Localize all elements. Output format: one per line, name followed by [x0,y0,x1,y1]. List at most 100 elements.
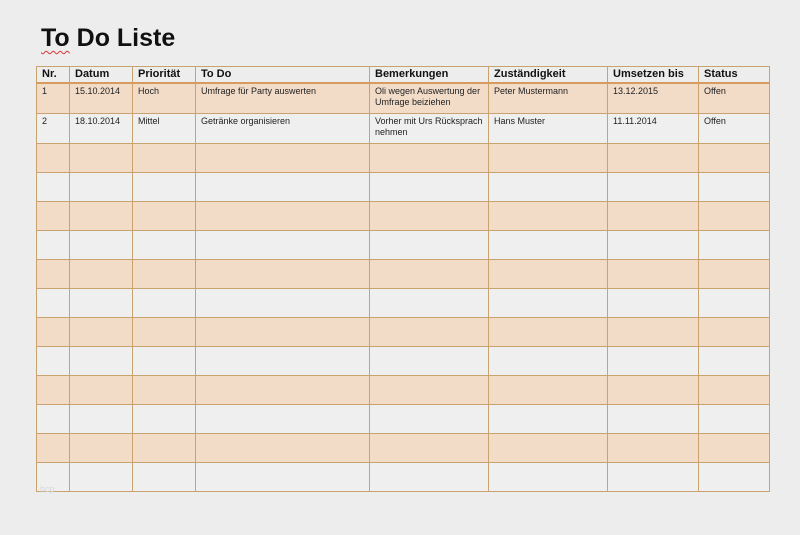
table-cell[interactable]: Vorher mit Urs Rücksprach nehmen [369,113,489,144]
empty-cell[interactable] [488,462,608,492]
empty-cell[interactable] [369,143,489,173]
empty-cell[interactable] [607,259,699,289]
empty-cell[interactable] [607,288,699,318]
empty-cell[interactable] [69,404,133,434]
table-cell[interactable]: 13.12.2015 [607,82,699,114]
empty-cell[interactable] [195,433,370,463]
table-cell[interactable]: Umfrage für Party auswerten [195,82,370,114]
empty-cell[interactable] [195,201,370,231]
table-cell[interactable]: Getränke organisieren [195,113,370,144]
table-cell[interactable]: Offen [698,82,770,114]
empty-cell[interactable] [195,172,370,202]
empty-cell[interactable] [698,230,770,260]
empty-cell[interactable] [698,172,770,202]
empty-cell[interactable] [132,317,196,347]
empty-cell[interactable] [607,433,699,463]
empty-cell[interactable] [488,143,608,173]
table-cell[interactable]: Peter Mustermann [488,82,608,114]
empty-cell[interactable] [36,375,70,405]
empty-cell[interactable] [36,201,70,231]
empty-cell[interactable] [69,143,133,173]
empty-cell[interactable] [36,404,70,434]
table-cell[interactable]: 15.10.2014 [69,82,133,114]
empty-cell[interactable] [488,375,608,405]
empty-cell[interactable] [607,143,699,173]
empty-cell[interactable] [36,172,70,202]
empty-cell[interactable] [69,230,133,260]
empty-cell[interactable] [195,288,370,318]
empty-cell[interactable] [698,317,770,347]
empty-cell[interactable] [195,404,370,434]
table-cell[interactable]: 11.11.2014 [607,113,699,144]
empty-cell[interactable] [195,375,370,405]
empty-cell[interactable] [69,375,133,405]
empty-cell[interactable] [488,201,608,231]
empty-cell[interactable] [698,143,770,173]
empty-cell[interactable] [607,375,699,405]
empty-cell[interactable] [132,230,196,260]
empty-cell[interactable] [69,433,133,463]
empty-cell[interactable] [132,259,196,289]
table-cell[interactable]: Hoch [132,82,196,114]
empty-cell[interactable] [698,375,770,405]
empty-cell[interactable] [369,317,489,347]
empty-cell[interactable] [132,288,196,318]
empty-cell[interactable] [369,201,489,231]
empty-cell[interactable] [132,375,196,405]
empty-cell[interactable] [36,462,70,492]
empty-cell[interactable] [36,143,70,173]
empty-cell[interactable] [132,143,196,173]
empty-cell[interactable] [369,433,489,463]
empty-cell[interactable] [607,230,699,260]
empty-cell[interactable] [369,230,489,260]
empty-cell[interactable] [69,288,133,318]
table-cell[interactable]: Oli wegen Auswertung der Umfrage beizieh… [369,82,489,114]
empty-cell[interactable] [69,346,133,376]
empty-cell[interactable] [69,317,133,347]
empty-cell[interactable] [698,433,770,463]
empty-cell[interactable] [369,375,489,405]
table-cell[interactable]: 1 [36,82,70,114]
empty-cell[interactable] [195,346,370,376]
empty-cell[interactable] [488,230,608,260]
empty-cell[interactable] [369,259,489,289]
empty-cell[interactable] [195,462,370,492]
empty-cell[interactable] [369,172,489,202]
empty-cell[interactable] [195,259,370,289]
empty-cell[interactable] [36,346,70,376]
empty-cell[interactable] [488,433,608,463]
empty-cell[interactable] [132,201,196,231]
empty-cell[interactable] [607,462,699,492]
empty-cell[interactable] [607,404,699,434]
empty-cell[interactable] [369,288,489,318]
table-cell[interactable]: 2 [36,113,70,144]
table-cell[interactable]: Mittel [132,113,196,144]
empty-cell[interactable] [698,259,770,289]
empty-cell[interactable] [36,317,70,347]
table-cell[interactable]: Offen [698,113,770,144]
empty-cell[interactable] [488,346,608,376]
empty-cell[interactable] [69,172,133,202]
empty-cell[interactable] [132,172,196,202]
empty-cell[interactable] [369,346,489,376]
empty-cell[interactable] [36,259,70,289]
empty-cell[interactable] [195,230,370,260]
empty-cell[interactable] [698,346,770,376]
empty-cell[interactable] [698,462,770,492]
empty-cell[interactable] [369,462,489,492]
empty-cell[interactable] [607,172,699,202]
empty-cell[interactable] [607,346,699,376]
empty-cell[interactable] [698,288,770,318]
empty-cell[interactable] [607,317,699,347]
empty-cell[interactable] [69,462,133,492]
empty-cell[interactable] [698,201,770,231]
table-cell[interactable]: 18.10.2014 [69,113,133,144]
empty-cell[interactable] [36,433,70,463]
empty-cell[interactable] [488,259,608,289]
empty-cell[interactable] [369,404,489,434]
empty-cell[interactable] [195,143,370,173]
empty-cell[interactable] [488,288,608,318]
empty-cell[interactable] [132,404,196,434]
empty-cell[interactable] [132,433,196,463]
table-cell[interactable]: Hans Muster [488,113,608,144]
